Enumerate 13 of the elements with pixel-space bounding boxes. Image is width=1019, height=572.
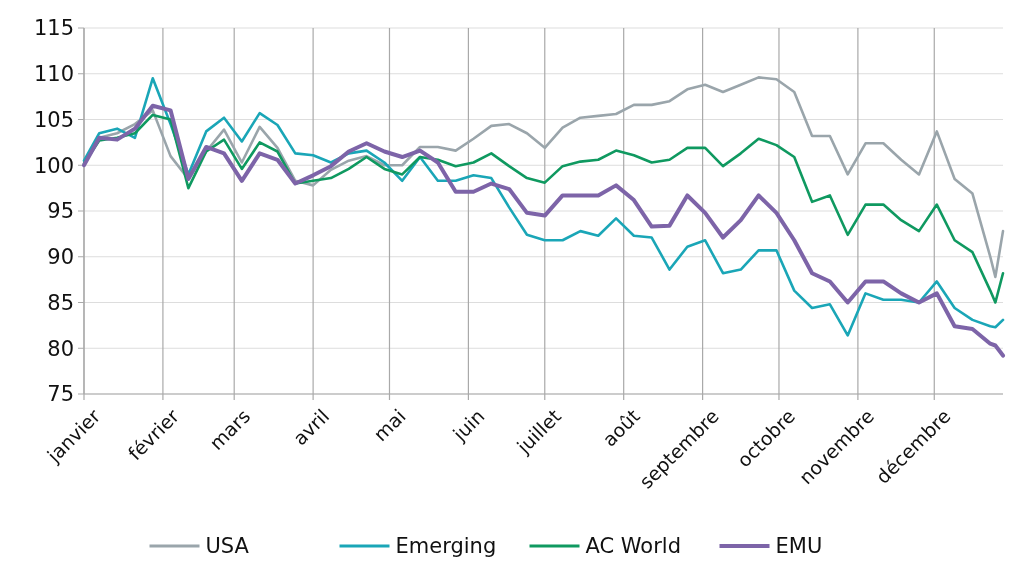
legend-label: Emerging [395,534,497,559]
y-tick-label: 100 [33,153,74,178]
y-tick-label: 110 [33,62,74,87]
y-tick-label: 75 [47,382,74,407]
y-tick-label: 115 [33,16,74,41]
legend-label: USA [205,534,250,559]
y-tick-label: 90 [47,245,74,270]
y-tick-label: 80 [47,336,74,361]
legend-label: EMU [775,534,823,559]
legend-label: AC World [585,534,682,559]
y-tick-label: 95 [47,199,74,224]
y-tick-label: 85 [47,290,74,315]
y-tick-label: 105 [33,107,74,132]
